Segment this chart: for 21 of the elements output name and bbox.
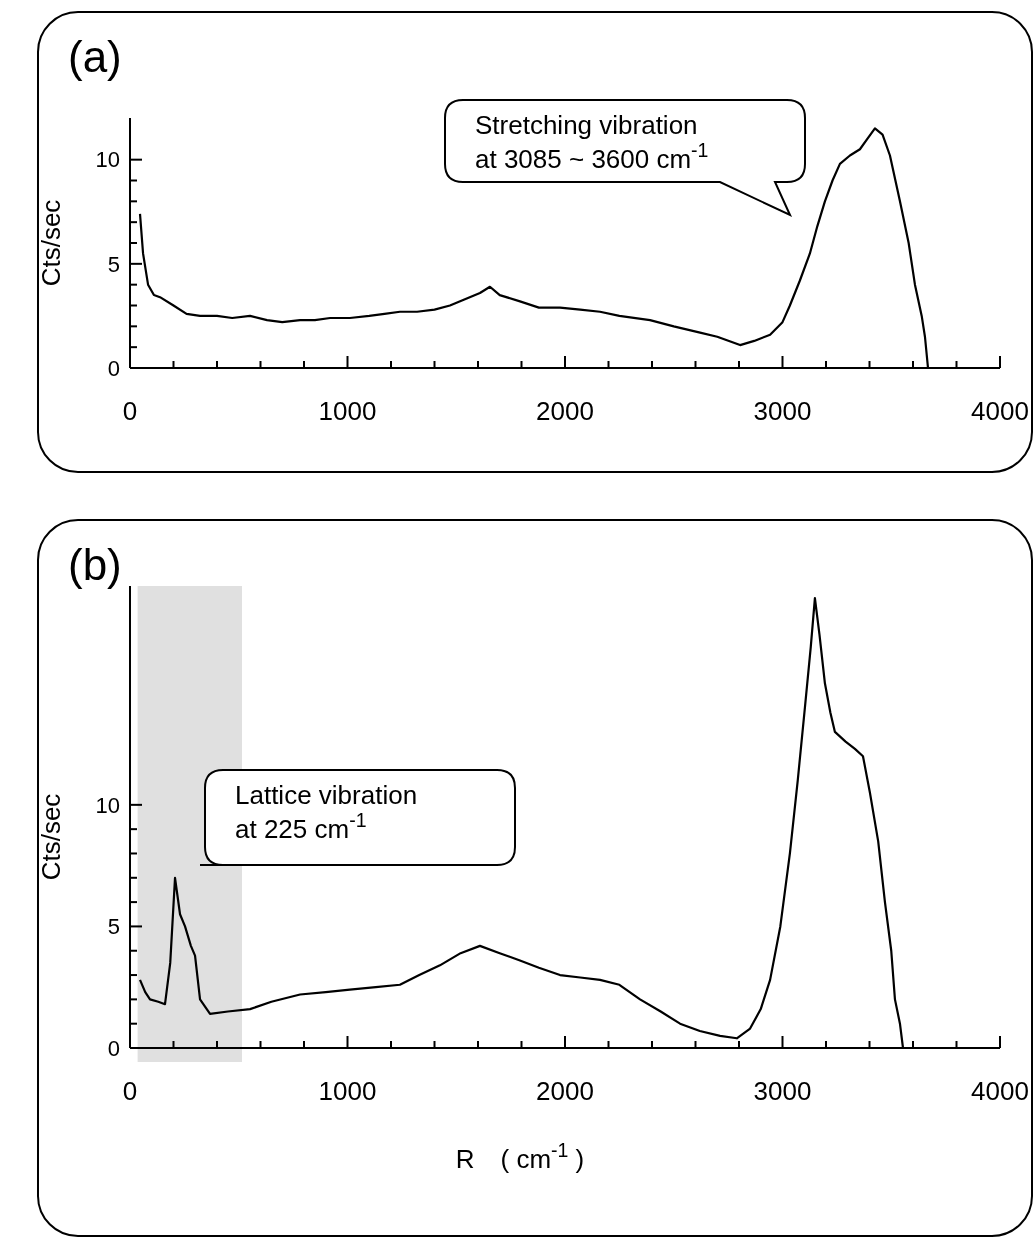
x-tick-label: 1000 bbox=[318, 1076, 377, 1106]
x-axis-title: R ( cm$^{-1}$ ) bbox=[455, 1139, 585, 1174]
x-tick-label: 2000 bbox=[536, 396, 594, 426]
x-tick-label: 3000 bbox=[753, 396, 812, 426]
annotation: Lattice vibration at 225 cm$^{-1}$ bbox=[235, 780, 418, 844]
y-axis-title: Cts/sec bbox=[36, 199, 66, 287]
x-tick-label: 4000 bbox=[971, 1076, 1029, 1106]
y-tick-label: 5 bbox=[107, 914, 120, 940]
chart-title: (a) bbox=[68, 32, 122, 81]
x-tick-label: 2000 bbox=[536, 1076, 594, 1106]
x-tick-label: 4000 bbox=[971, 396, 1029, 426]
annotation: Stretching vibration at 3085 ~ 3600 cm$^{-1}$ bbox=[475, 110, 709, 174]
y-tick-label: 5 bbox=[107, 251, 120, 277]
x-tick-label: 1000 bbox=[318, 396, 377, 426]
y-tick-label: 10 bbox=[95, 147, 120, 173]
chart-title: (b) bbox=[68, 540, 122, 589]
y-axis-title: Cts/sec bbox=[36, 793, 66, 881]
y-tick-label: 10 bbox=[95, 792, 120, 818]
x-tick-label: 3000 bbox=[753, 1076, 812, 1106]
y-tick-label: 0 bbox=[107, 1035, 120, 1061]
y-tick-label: 0 bbox=[107, 355, 120, 381]
